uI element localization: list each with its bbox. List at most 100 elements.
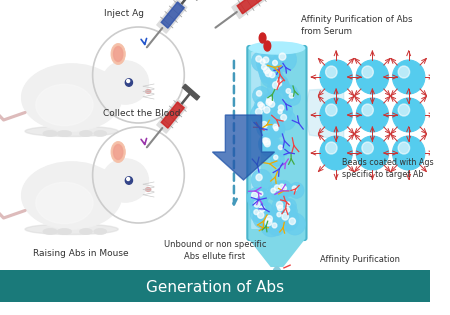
Circle shape: [269, 57, 285, 73]
Circle shape: [320, 98, 352, 132]
Ellipse shape: [249, 42, 305, 54]
Ellipse shape: [36, 182, 93, 224]
Circle shape: [273, 60, 277, 66]
Ellipse shape: [43, 130, 57, 136]
Circle shape: [264, 67, 270, 73]
Circle shape: [127, 177, 130, 180]
Circle shape: [262, 211, 282, 232]
Circle shape: [356, 136, 389, 170]
Polygon shape: [157, 99, 187, 133]
Circle shape: [263, 138, 270, 145]
FancyBboxPatch shape: [248, 46, 306, 240]
Circle shape: [289, 182, 304, 198]
Circle shape: [320, 136, 352, 170]
Circle shape: [266, 215, 272, 222]
Circle shape: [270, 72, 275, 78]
Circle shape: [270, 121, 285, 137]
Circle shape: [256, 91, 262, 96]
Text: Affinity Purification of Abs
from Serum: Affinity Purification of Abs from Serum: [301, 15, 412, 36]
Circle shape: [278, 110, 282, 114]
Circle shape: [256, 117, 277, 138]
Circle shape: [271, 123, 284, 138]
Circle shape: [260, 59, 265, 64]
Circle shape: [259, 134, 275, 151]
Ellipse shape: [111, 43, 125, 65]
Circle shape: [257, 212, 264, 218]
Circle shape: [275, 106, 289, 121]
Circle shape: [252, 169, 272, 191]
Circle shape: [279, 53, 286, 60]
Circle shape: [356, 98, 389, 132]
Circle shape: [254, 210, 259, 215]
Circle shape: [392, 136, 425, 170]
Circle shape: [247, 187, 267, 209]
Circle shape: [260, 136, 280, 157]
Circle shape: [273, 82, 279, 89]
Ellipse shape: [102, 159, 148, 202]
Circle shape: [252, 51, 271, 72]
Circle shape: [265, 97, 284, 117]
Circle shape: [326, 66, 337, 78]
Circle shape: [398, 142, 410, 154]
Circle shape: [272, 223, 277, 228]
Circle shape: [274, 100, 292, 120]
Circle shape: [252, 192, 257, 198]
Circle shape: [266, 100, 272, 106]
Circle shape: [277, 208, 299, 231]
Circle shape: [277, 79, 281, 83]
Circle shape: [259, 63, 279, 83]
Circle shape: [286, 90, 301, 106]
Circle shape: [362, 142, 374, 154]
Ellipse shape: [259, 33, 266, 43]
Circle shape: [398, 66, 410, 78]
Circle shape: [262, 138, 267, 143]
Circle shape: [264, 107, 270, 113]
Circle shape: [258, 61, 274, 78]
FancyArrow shape: [212, 115, 274, 180]
Ellipse shape: [146, 90, 151, 93]
Circle shape: [250, 197, 269, 217]
Circle shape: [258, 102, 263, 107]
Polygon shape: [161, 2, 184, 28]
Polygon shape: [232, 0, 268, 19]
Circle shape: [392, 60, 425, 94]
Circle shape: [256, 55, 273, 72]
Text: Generation of Abs: Generation of Abs: [146, 279, 284, 295]
Circle shape: [277, 82, 282, 86]
Circle shape: [279, 105, 284, 111]
Ellipse shape: [264, 41, 271, 51]
Ellipse shape: [94, 228, 107, 234]
Circle shape: [281, 203, 297, 220]
Circle shape: [256, 108, 262, 115]
Circle shape: [267, 76, 290, 100]
Ellipse shape: [94, 130, 107, 136]
Ellipse shape: [80, 228, 92, 234]
Circle shape: [274, 75, 288, 91]
Circle shape: [282, 186, 287, 191]
Polygon shape: [237, 0, 265, 14]
Circle shape: [270, 181, 288, 200]
Circle shape: [283, 199, 297, 213]
Circle shape: [261, 65, 266, 70]
Text: Affinity Purification: Affinity Purification: [320, 255, 400, 264]
Ellipse shape: [36, 84, 93, 126]
Circle shape: [267, 185, 283, 201]
Ellipse shape: [111, 141, 125, 163]
Circle shape: [320, 60, 352, 94]
Circle shape: [274, 126, 278, 131]
Circle shape: [255, 99, 274, 118]
Circle shape: [125, 177, 132, 184]
Circle shape: [362, 104, 374, 116]
Circle shape: [263, 57, 269, 63]
Circle shape: [279, 183, 293, 198]
Circle shape: [262, 95, 280, 115]
Ellipse shape: [146, 188, 151, 192]
Circle shape: [256, 174, 262, 180]
Circle shape: [266, 70, 272, 77]
Polygon shape: [157, 0, 187, 33]
Circle shape: [256, 188, 270, 203]
Circle shape: [398, 104, 410, 116]
Circle shape: [362, 66, 374, 78]
Circle shape: [255, 202, 274, 221]
Ellipse shape: [273, 267, 281, 279]
